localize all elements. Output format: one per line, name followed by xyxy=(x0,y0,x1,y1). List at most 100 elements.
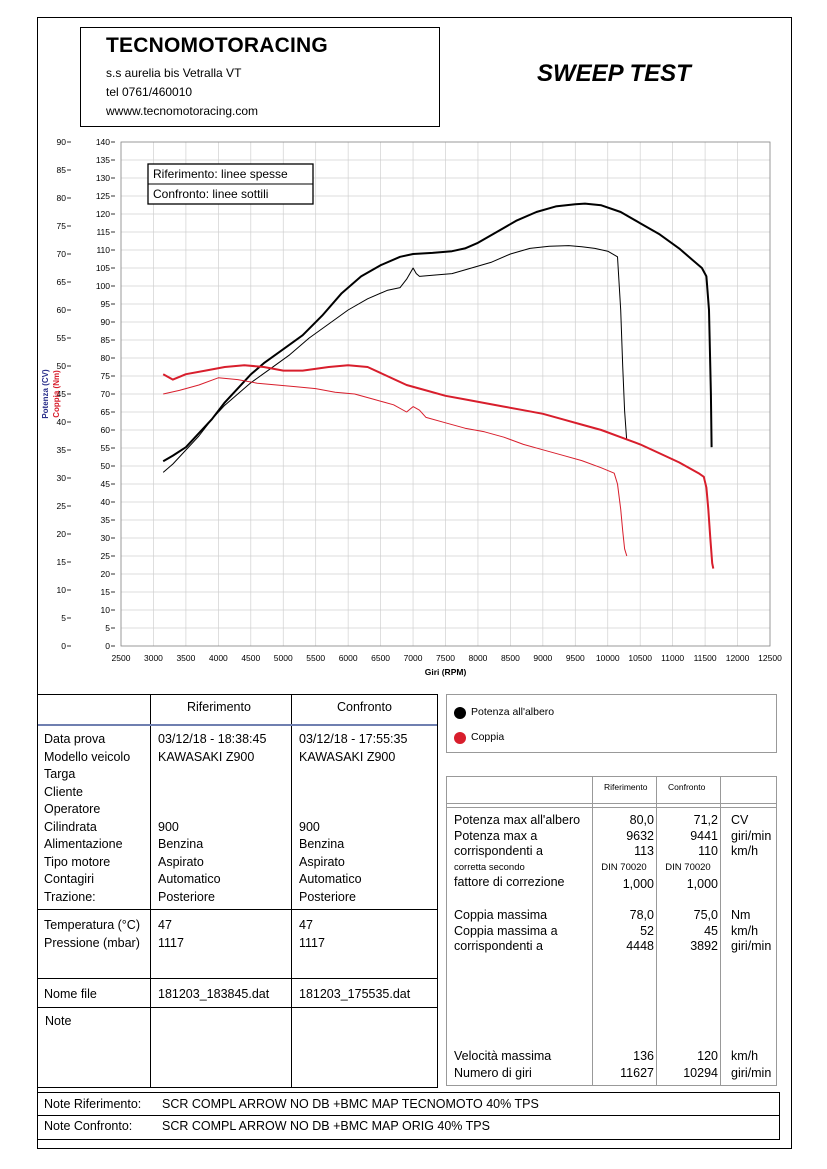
torque-legend-label: Coppia xyxy=(471,731,505,743)
rpm-tick-label: 5000 xyxy=(274,653,293,663)
note-cmp-text: SCR COMPL ARROW NO DB +BMC MAP ORIG 40% … xyxy=(162,1119,490,1133)
torque-tick-label: 115 xyxy=(96,227,110,237)
power-tick-label: 15 xyxy=(57,557,67,567)
torque-tick-label: 110 xyxy=(96,245,110,255)
torque-tick-label: 70 xyxy=(101,389,111,399)
rpm-tick-label: 8500 xyxy=(501,653,520,663)
notes-box: Note Riferimento: SCR COMPL ARROW NO DB … xyxy=(37,1092,780,1140)
torque-tick-label: 80 xyxy=(101,353,111,363)
info-label: Tipo motore xyxy=(44,854,111,869)
company-header-box xyxy=(80,27,440,127)
env-ref-value: 1117 xyxy=(158,936,184,950)
test-info-table: Riferimento Confronto Data prova 03/12/18… xyxy=(37,694,438,1088)
torque-tick-label: 135 xyxy=(96,155,110,165)
result-ref-value: 113 xyxy=(634,844,654,858)
rpm-tick-label: 12000 xyxy=(726,653,750,663)
torque-tick-label: 105 xyxy=(96,263,110,273)
info-cmp-value: Automatico xyxy=(299,872,362,886)
info-label: Trazione: xyxy=(44,889,96,904)
torque-tick-label: 30 xyxy=(101,533,111,543)
result-unit: km/h xyxy=(731,1049,759,1063)
torque-tick-label: 95 xyxy=(101,299,111,309)
info-label: Cilindrata xyxy=(44,819,97,834)
torque-tick-label: 10 xyxy=(101,605,111,615)
info-cmp-value: 900 xyxy=(299,819,320,834)
info-label: Data prova xyxy=(44,732,106,746)
info-ref-value: Automatico xyxy=(158,872,221,886)
result-ref-value: 4448 xyxy=(626,939,654,953)
torque-tick-label: 0 xyxy=(105,641,110,651)
rpm-tick-label: 10500 xyxy=(628,653,652,663)
result-cmp-value: 9441 xyxy=(690,828,718,843)
rpm-tick-label: 8000 xyxy=(468,653,487,663)
torque-tick-label: 130 xyxy=(96,173,110,183)
info-cmp-value: 03/12/18 - 17:55:35 xyxy=(299,732,408,746)
result-label: Numero di giri xyxy=(454,1065,532,1080)
result-cmp-value: 45 xyxy=(704,923,718,938)
rpm-tick-label: 2500 xyxy=(112,653,131,663)
torque-tick-label: 20 xyxy=(101,569,111,579)
legend-comparison-text: Confronto: linee sottili xyxy=(153,187,268,201)
rpm-tick-label: 9000 xyxy=(533,653,552,663)
sweep-chart: 0 5 10 15 20 25 30 35 40 45 50 55 60 65 70 75 80 85 90 0 5 10… xyxy=(41,137,782,677)
torque-tick-label: 120 xyxy=(96,209,110,219)
company-website: wwww.tecnomotoracing.com xyxy=(106,104,259,118)
file-label: Nome file xyxy=(44,987,97,1001)
col-riferimento: Riferimento xyxy=(187,700,251,714)
result-label: Coppia massima a xyxy=(454,923,558,938)
torque-tick-label: 35 xyxy=(101,515,111,525)
power-curve-reference xyxy=(162,202,713,463)
result-ref-value: 136 xyxy=(633,1049,654,1063)
result-cmp-value: 71,2 xyxy=(693,813,718,827)
power-axis-title: Potenza (CV) xyxy=(41,369,50,419)
x-axis-title: Giri (RPM) xyxy=(425,667,467,677)
rpm-tick-label: 6000 xyxy=(339,653,358,663)
factor-cmp: 1,000 xyxy=(686,877,718,891)
col-confronto: Confronto xyxy=(337,700,392,714)
note-ref-text: SCR COMPL ARROW NO DB +BMC MAP TECNOMOTO… xyxy=(162,1097,539,1111)
correction-ref: DIN 70020 xyxy=(601,862,647,873)
result-cmp-value: 120 xyxy=(697,1049,718,1063)
power-tick-label: 70 xyxy=(57,249,67,259)
info-ref-value: Posteriore xyxy=(158,889,215,904)
result-label: corrispondenti a xyxy=(454,844,543,858)
result-unit: CV xyxy=(731,813,749,827)
torque-tick-label: 40 xyxy=(101,497,111,507)
info-label: Targa xyxy=(44,767,76,781)
company-address: s.s aurelia bis Vetralla VT xyxy=(106,66,242,80)
info-label: Operatore xyxy=(44,802,101,816)
rpm-tick-label: 5500 xyxy=(306,653,325,663)
note-ref-label: Note Riferimento: xyxy=(44,1097,142,1111)
result-ref-value: 52 xyxy=(640,923,654,938)
rpm-tick-label: 6500 xyxy=(371,653,390,663)
power-tick-label: 75 xyxy=(57,221,67,231)
env-label: Pressione (mbar) xyxy=(44,936,140,950)
torque-tick-label: 85 xyxy=(101,335,111,345)
rpm-tick-label: 3500 xyxy=(176,653,195,663)
report-title: SWEEP TEST xyxy=(537,60,691,87)
results-col-ref: Riferimento xyxy=(604,782,648,792)
note-label: Note xyxy=(45,1014,72,1028)
results-col-cmp: Confronto xyxy=(668,782,706,792)
result-ref-value: 9632 xyxy=(626,828,654,843)
result-label: Coppia massima xyxy=(454,908,548,922)
rpm-tick-label: 12500 xyxy=(758,653,782,663)
rpm-tick-label: 11500 xyxy=(694,653,717,663)
power-tick-label: 60 xyxy=(57,305,67,315)
rpm-tick-label: 3000 xyxy=(144,653,163,663)
result-label: Potenza max a xyxy=(454,828,538,843)
power-legend-dot xyxy=(454,707,466,719)
power-tick-label: 0 xyxy=(61,641,66,651)
power-legend-label: Potenza all'albero xyxy=(471,706,555,718)
torque-tick-label: 55 xyxy=(101,443,111,453)
torque-tick-label: 75 xyxy=(101,371,111,381)
result-cmp-value: 75,0 xyxy=(693,908,718,922)
result-label: Potenza max all'albero xyxy=(454,813,581,827)
torque-tick-label: 140 xyxy=(96,137,110,147)
torque-axis-title: Coppia (Nm) xyxy=(52,370,61,418)
file-ref: 181203_183845.dat xyxy=(158,987,270,1001)
power-tick-label: 10 xyxy=(57,585,67,595)
result-ref-value: 78,0 xyxy=(629,908,654,922)
info-cmp-value: Posteriore xyxy=(299,889,356,904)
curve-legend: Potenza all'albero Coppia xyxy=(446,694,777,753)
